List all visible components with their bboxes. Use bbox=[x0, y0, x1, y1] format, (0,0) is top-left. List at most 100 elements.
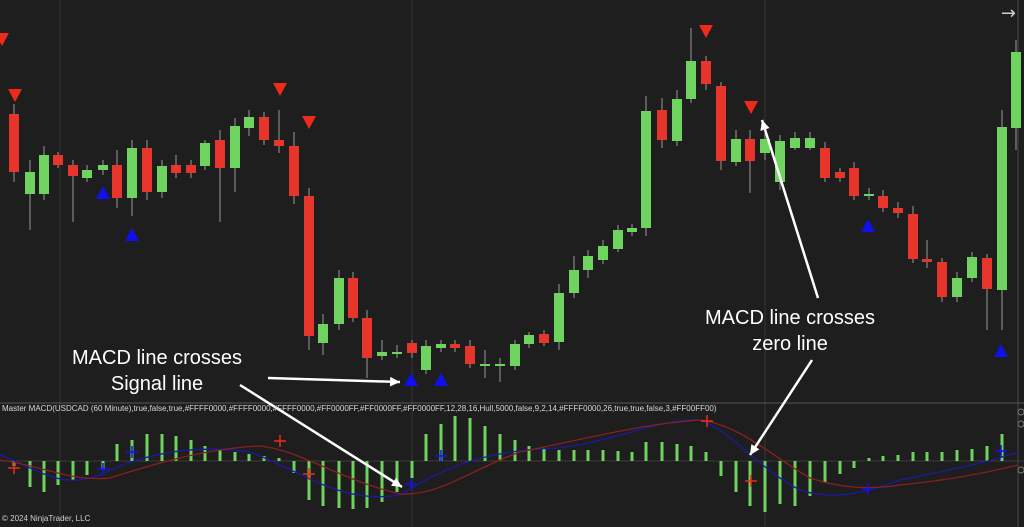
histogram-bar bbox=[881, 456, 885, 461]
candlestick bbox=[1011, 52, 1021, 128]
histogram-bar bbox=[616, 451, 620, 461]
candlestick bbox=[98, 165, 108, 170]
candlestick bbox=[68, 165, 78, 176]
candlestick bbox=[407, 343, 417, 353]
histogram-bar bbox=[337, 461, 341, 508]
candlestick bbox=[465, 346, 475, 364]
candlestick bbox=[82, 170, 92, 178]
candlestick bbox=[952, 278, 962, 297]
histogram-bar bbox=[970, 449, 974, 461]
histogram-bar bbox=[468, 418, 472, 461]
annotation-arrow bbox=[239, 383, 403, 489]
histogram-bar bbox=[42, 461, 46, 492]
histogram-bar bbox=[292, 461, 296, 473]
candlestick bbox=[539, 334, 549, 343]
candlestick bbox=[598, 246, 608, 260]
candlestick bbox=[790, 138, 800, 148]
histogram-bar bbox=[793, 461, 797, 506]
sell-signal-triangle bbox=[699, 25, 713, 38]
histogram-bar bbox=[985, 446, 989, 461]
axis-marker bbox=[1017, 466, 1024, 474]
candlestick bbox=[200, 143, 210, 166]
histogram-bar bbox=[262, 456, 266, 461]
candlestick bbox=[583, 256, 593, 270]
annotation-line: MACD line crosses bbox=[72, 347, 243, 369]
annotation-line: zero line bbox=[752, 333, 828, 355]
histogram-bar bbox=[557, 450, 561, 461]
candlestick bbox=[554, 293, 564, 342]
candlestick bbox=[39, 155, 49, 194]
histogram-bar bbox=[218, 450, 222, 461]
candlestick bbox=[524, 335, 534, 344]
sell-signal-triangle bbox=[0, 33, 9, 46]
histogram-bar bbox=[410, 461, 414, 478]
candlestick bbox=[142, 148, 152, 192]
histogram-bar bbox=[1000, 434, 1004, 461]
histogram-bar bbox=[778, 461, 782, 504]
histogram-bar bbox=[351, 461, 355, 509]
indicator-label: Master MACD(USDCAD (60 Minute),true,fals… bbox=[2, 404, 717, 413]
candlestick bbox=[334, 278, 344, 324]
histogram-bar bbox=[852, 461, 856, 468]
candlestick bbox=[835, 172, 845, 178]
arrow-head bbox=[750, 444, 760, 455]
histogram-bar bbox=[28, 461, 32, 487]
candlestick bbox=[731, 139, 741, 162]
histogram-bar bbox=[925, 452, 929, 461]
candlestick bbox=[760, 139, 770, 153]
histogram-bar bbox=[203, 446, 207, 461]
macd-line bbox=[0, 419, 1019, 498]
candlestick bbox=[171, 165, 181, 173]
histogram-bar bbox=[748, 461, 752, 506]
histogram-bar bbox=[527, 446, 531, 461]
signal-line bbox=[0, 419, 1019, 495]
candlestick bbox=[215, 140, 225, 168]
candlestick bbox=[701, 61, 711, 84]
candlestick bbox=[25, 172, 35, 194]
histogram-bar bbox=[542, 448, 546, 461]
candlestick bbox=[230, 126, 240, 168]
histogram-bar bbox=[704, 452, 708, 461]
histogram-bar bbox=[689, 446, 693, 461]
histogram-bar bbox=[955, 450, 959, 461]
candlestick bbox=[864, 194, 874, 196]
candlestick bbox=[112, 165, 122, 198]
axis-marker bbox=[1017, 420, 1024, 428]
histogram-bar bbox=[838, 461, 842, 474]
candlestick bbox=[274, 140, 284, 146]
annotation-arrow bbox=[748, 359, 814, 456]
histogram-bar bbox=[763, 461, 767, 512]
candlestick bbox=[259, 117, 269, 140]
histogram-bar bbox=[719, 461, 723, 476]
candlestick bbox=[53, 155, 63, 165]
histogram-bar bbox=[572, 450, 576, 461]
arrow-right-icon[interactable]: → bbox=[1000, 3, 1016, 24]
histogram-bar bbox=[115, 444, 119, 461]
candlestick bbox=[289, 146, 299, 196]
arrow-head bbox=[391, 477, 402, 487]
candlestick bbox=[716, 86, 726, 161]
histogram-bar bbox=[483, 426, 487, 461]
buy-signal-triangle bbox=[96, 186, 110, 199]
candlestick bbox=[775, 141, 785, 182]
candlestick bbox=[304, 196, 314, 336]
histogram-bar bbox=[424, 434, 428, 461]
histogram-bar bbox=[823, 461, 827, 482]
candlestick bbox=[627, 228, 637, 232]
candlestick bbox=[745, 139, 755, 161]
annotation-signal-cross: MACD line crosses Signal line bbox=[72, 345, 242, 397]
candlestick bbox=[392, 352, 402, 354]
histogram-bar bbox=[453, 416, 457, 461]
histogram-bar bbox=[307, 461, 311, 500]
candlestick bbox=[436, 344, 446, 348]
candlestick bbox=[672, 99, 682, 141]
buy-signal-triangle bbox=[404, 373, 418, 386]
buy-signal-triangle bbox=[994, 344, 1008, 357]
histogram-bar bbox=[498, 434, 502, 461]
candlestick bbox=[820, 148, 830, 178]
histogram-bar bbox=[395, 461, 399, 492]
candlestick bbox=[9, 114, 19, 172]
candlestick bbox=[348, 278, 358, 318]
